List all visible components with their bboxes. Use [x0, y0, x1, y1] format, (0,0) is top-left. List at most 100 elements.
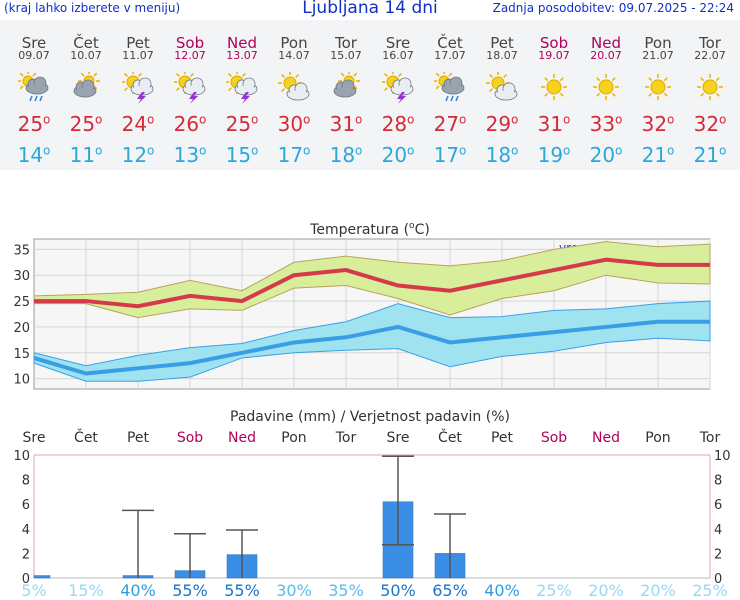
precip-x-label: Pet: [491, 430, 514, 446]
precip-x-label: Sob: [541, 430, 567, 446]
precip-probability: 35%: [328, 581, 364, 600]
partly-cloudy-rain-icon: [17, 70, 50, 102]
day-column: Čet 10.07 25o 11o: [60, 20, 112, 170]
day-date: 22.07: [694, 49, 726, 62]
day-name: Čet: [437, 34, 463, 52]
day-date: 12.07: [174, 49, 206, 62]
min-temp: 14o: [17, 143, 51, 167]
day-name: Pon: [644, 34, 672, 52]
precip-probability: 65%: [432, 581, 468, 600]
min-temp: 13o: [173, 143, 207, 167]
precip-y-tick-left: 10: [13, 449, 30, 464]
precip-y-tick-right: 10: [714, 449, 731, 464]
max-temp: 27o: [433, 112, 467, 136]
sun-icon: [590, 72, 622, 102]
day-name: Sob: [175, 34, 205, 52]
temp-title-part: o: [409, 221, 415, 231]
min-temp: 17o: [277, 143, 311, 167]
day-name: Tor: [699, 34, 721, 52]
day-column: Ned 13.07 25o 15o: [216, 20, 268, 170]
precip-probability: 55%: [172, 581, 208, 600]
temp-title-part: Temperatura (: [309, 222, 409, 238]
precip-y-tick-left: 4: [22, 523, 30, 538]
day-column: Sre 16.07 28o 20o: [372, 20, 424, 170]
day-date: 09.07: [18, 49, 50, 62]
day-name: Sob: [539, 34, 569, 52]
partly-cloudy-rain-icon: [433, 70, 466, 102]
precip-x-label: Sre: [23, 430, 46, 446]
max-temp: 31o: [537, 112, 571, 136]
sun-icon: [694, 72, 726, 102]
temp-y-tick: 35: [13, 243, 30, 258]
min-temp: 21o: [693, 143, 727, 167]
precip-probability: 25%: [536, 581, 572, 600]
day-column: Pon 21.07 32o 21o: [632, 20, 684, 170]
sun-icon: [538, 72, 570, 102]
min-temp: 20o: [381, 143, 415, 167]
temp-y-tick: 20: [13, 321, 30, 336]
max-temp: 33o: [589, 112, 623, 136]
day-column: Pet 18.07 29o 18o: [476, 20, 528, 170]
min-temp-line: [33, 319, 710, 376]
day-column: Sob 19.07 31o 19o: [528, 20, 580, 170]
day-date: 13.07: [226, 49, 258, 62]
max-temp: 26o: [173, 112, 207, 136]
temp-y-tick: 30: [13, 269, 30, 284]
precip-probability: 30%: [276, 581, 312, 600]
day-name: Sre: [385, 34, 411, 52]
day-column: Tor 15.07 31o 18o: [320, 20, 372, 170]
precip-x-label: Ned: [592, 430, 620, 446]
precip-x-label: Sob: [177, 430, 203, 446]
precip-probability: 55%: [224, 581, 260, 600]
partly-cloudy-icon: [70, 70, 102, 102]
precip-chart-title: Padavine (mm) / Verjetnost padavin (%): [230, 409, 510, 425]
temp-y-tick: 15: [13, 347, 30, 362]
day-date: 20.07: [590, 49, 622, 62]
min-temp: 11o: [69, 143, 103, 167]
day-date: 15.07: [330, 49, 362, 62]
precip-y-tick-left: 6: [22, 498, 30, 513]
precip-x-label: Pet: [127, 430, 150, 446]
precip-y-tick-right: 8: [714, 474, 722, 489]
precip-y-tick-right: 6: [714, 498, 722, 513]
sun-icon: [642, 72, 674, 102]
precip-x-label: Čet: [438, 428, 462, 446]
top-bar: (kraj lahko izberete v meniju) Ljubljana…: [0, 0, 740, 20]
thunderstorm-icon: [173, 70, 206, 104]
menu-hint: (kraj lahko izberete v meniju): [4, 1, 181, 15]
max-temp: 25o: [225, 112, 259, 136]
day-name: Čet: [73, 34, 99, 52]
precip-probability: 40%: [484, 581, 520, 600]
day-name: Tor: [335, 34, 357, 52]
min-temp: 12o: [121, 143, 155, 167]
precip-probability: 50%: [380, 581, 416, 600]
day-date: 21.07: [642, 49, 674, 62]
temp-y-tick: 10: [13, 373, 30, 388]
day-column: Čet 17.07 27o 17o: [424, 20, 476, 170]
precip-x-label: Ned: [228, 430, 256, 446]
temp-title-part: C): [415, 222, 430, 238]
precip-x-label: Pon: [281, 430, 306, 446]
precip-probability: 20%: [640, 581, 676, 600]
sun-cloud-icon: [486, 71, 518, 102]
max-temp: 32o: [641, 112, 675, 136]
max-temp: 30o: [277, 112, 311, 136]
day-column: Sob 12.07 26o 13o: [164, 20, 216, 170]
day-date: 16.07: [382, 49, 414, 62]
max-temp: 32o: [693, 112, 727, 136]
max-temp: 29o: [485, 112, 519, 136]
precip-probability: 15%: [68, 581, 104, 600]
day-column: Sre 09.07 25o 14o: [8, 20, 60, 170]
day-date: 14.07: [278, 49, 310, 62]
day-date: 10.07: [70, 49, 102, 62]
precip-y-tick-left: 0: [22, 572, 30, 587]
thunderstorm-icon: [121, 70, 154, 104]
precip-x-label: Pon: [645, 430, 670, 446]
precip-x-label: Tor: [699, 430, 721, 446]
precip-y-tick-left: 8: [22, 474, 30, 489]
day-name: Pet: [126, 34, 150, 52]
min-temp: 18o: [485, 143, 519, 167]
day-date: 11.07: [122, 49, 154, 62]
day-name: Pon: [280, 34, 308, 52]
precip-bar: [33, 575, 51, 579]
